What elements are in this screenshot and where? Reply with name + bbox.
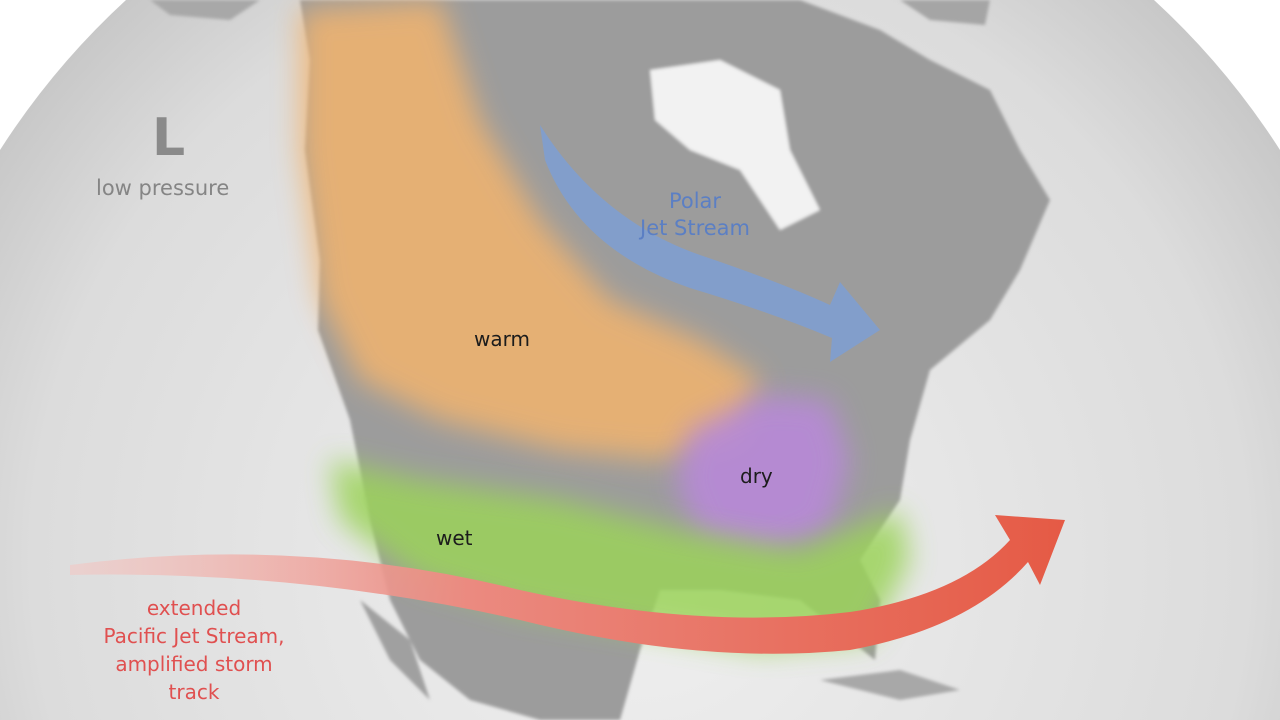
dry-label: dry: [740, 464, 773, 488]
pacific-jet-line2: Pacific Jet Stream,: [103, 624, 285, 648]
polar-jet-line2: Jet Stream: [640, 216, 751, 240]
pacific-jet-line3: amplified storm: [115, 652, 273, 676]
low-pressure-symbol: L: [152, 108, 186, 168]
polar-jet-line1: Polar: [668, 189, 722, 213]
pacific-jet-line1: extended: [146, 596, 242, 620]
low-pressure-label: low pressure: [96, 176, 230, 200]
warm-label: warm: [474, 327, 530, 351]
pacific-jet-arrow: [70, 515, 1065, 654]
polar-jet-arrow: [540, 125, 880, 362]
wet-region: [330, 460, 910, 650]
pacific-jet-label: extended Pacific Jet Stream, amplified s…: [80, 594, 308, 706]
dry-region: [675, 395, 850, 555]
warm-region: [300, 0, 760, 460]
wet-label: wet: [436, 526, 473, 550]
polar-jet-label: Polar Jet Stream: [640, 188, 750, 242]
pacific-jet-line4: track: [168, 680, 220, 704]
